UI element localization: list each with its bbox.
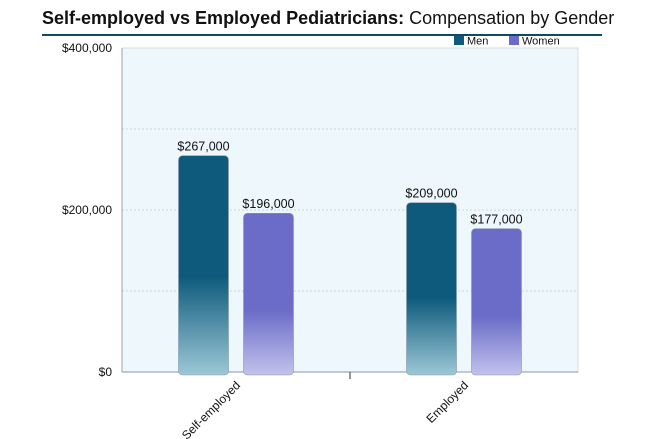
legend-swatch: [454, 36, 464, 45]
y-tick-label: $200,000: [62, 203, 112, 217]
data-label: $177,000: [470, 213, 522, 227]
title-rest: Compensation by Gender: [404, 8, 615, 28]
title-bold: Self-employed vs Employed Pediatricians:: [42, 8, 405, 28]
legend-swatch: [509, 36, 519, 45]
y-tick-label: $400,000: [62, 41, 112, 55]
bar-men-self-employed: [178, 155, 229, 376]
x-category-label: Employed: [423, 378, 471, 426]
data-label: $209,000: [405, 187, 457, 201]
legend-label: Women: [522, 36, 560, 48]
bar-women-employed: [471, 228, 522, 376]
bar-men-employed: [406, 202, 457, 376]
chart-title: Self-employed vs Employed Pediatricians:…: [42, 6, 614, 36]
title-underline: [42, 34, 602, 36]
bar-women-self-employed: [243, 212, 294, 376]
data-label: $196,000: [242, 197, 294, 211]
x-category-label: Self-employed: [179, 378, 243, 439]
y-tick-label: $0: [99, 365, 113, 379]
data-label: $267,000: [177, 140, 229, 154]
legend-label: Men: [467, 36, 488, 48]
